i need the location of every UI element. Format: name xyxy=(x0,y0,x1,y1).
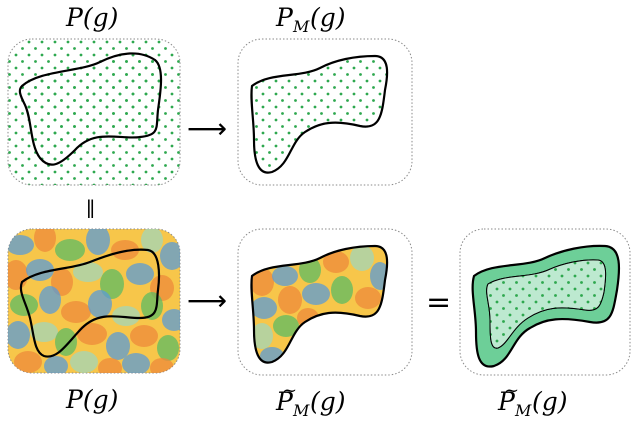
svg-text:(g): (g) xyxy=(532,387,568,416)
svg-text:P: P xyxy=(275,387,294,416)
label-pm-tilde-middle: ~ P M (g) xyxy=(275,380,346,420)
arrow-top: ⟶ xyxy=(187,112,227,145)
svg-text:M: M xyxy=(292,17,310,36)
panel-top-middle xyxy=(237,38,413,186)
svg-text:P: P xyxy=(497,387,516,416)
svg-text:M: M xyxy=(292,401,310,420)
svg-text:~: ~ xyxy=(504,380,519,401)
label-p-bottom: P(g) xyxy=(65,385,118,414)
label-pm-tilde-right: ~ P M (g) xyxy=(497,380,568,420)
label-pm-top: P M (g) xyxy=(275,3,346,36)
label-p-top: P(g) xyxy=(65,3,118,32)
region-top-middle xyxy=(250,54,389,174)
region-outline-bottom-left xyxy=(19,248,161,358)
svg-text:(g): (g) xyxy=(310,387,346,416)
equals-sign: = xyxy=(426,285,451,320)
panel-top-left xyxy=(7,38,181,186)
panel-bottom-right xyxy=(459,228,631,376)
svg-text:(g): (g) xyxy=(310,3,346,32)
parallel-sign: ∥ xyxy=(86,197,95,221)
region-outline-bottom-middle xyxy=(250,244,389,364)
svg-text:M: M xyxy=(514,401,532,420)
blob-field-bottom-left xyxy=(8,229,180,373)
svg-text:P: P xyxy=(275,3,294,32)
svg-text:~: ~ xyxy=(282,380,297,401)
arrow-bottom: ⟶ xyxy=(187,284,227,317)
panel-bottom-middle xyxy=(237,228,413,376)
panel-bottom-left xyxy=(7,228,181,374)
